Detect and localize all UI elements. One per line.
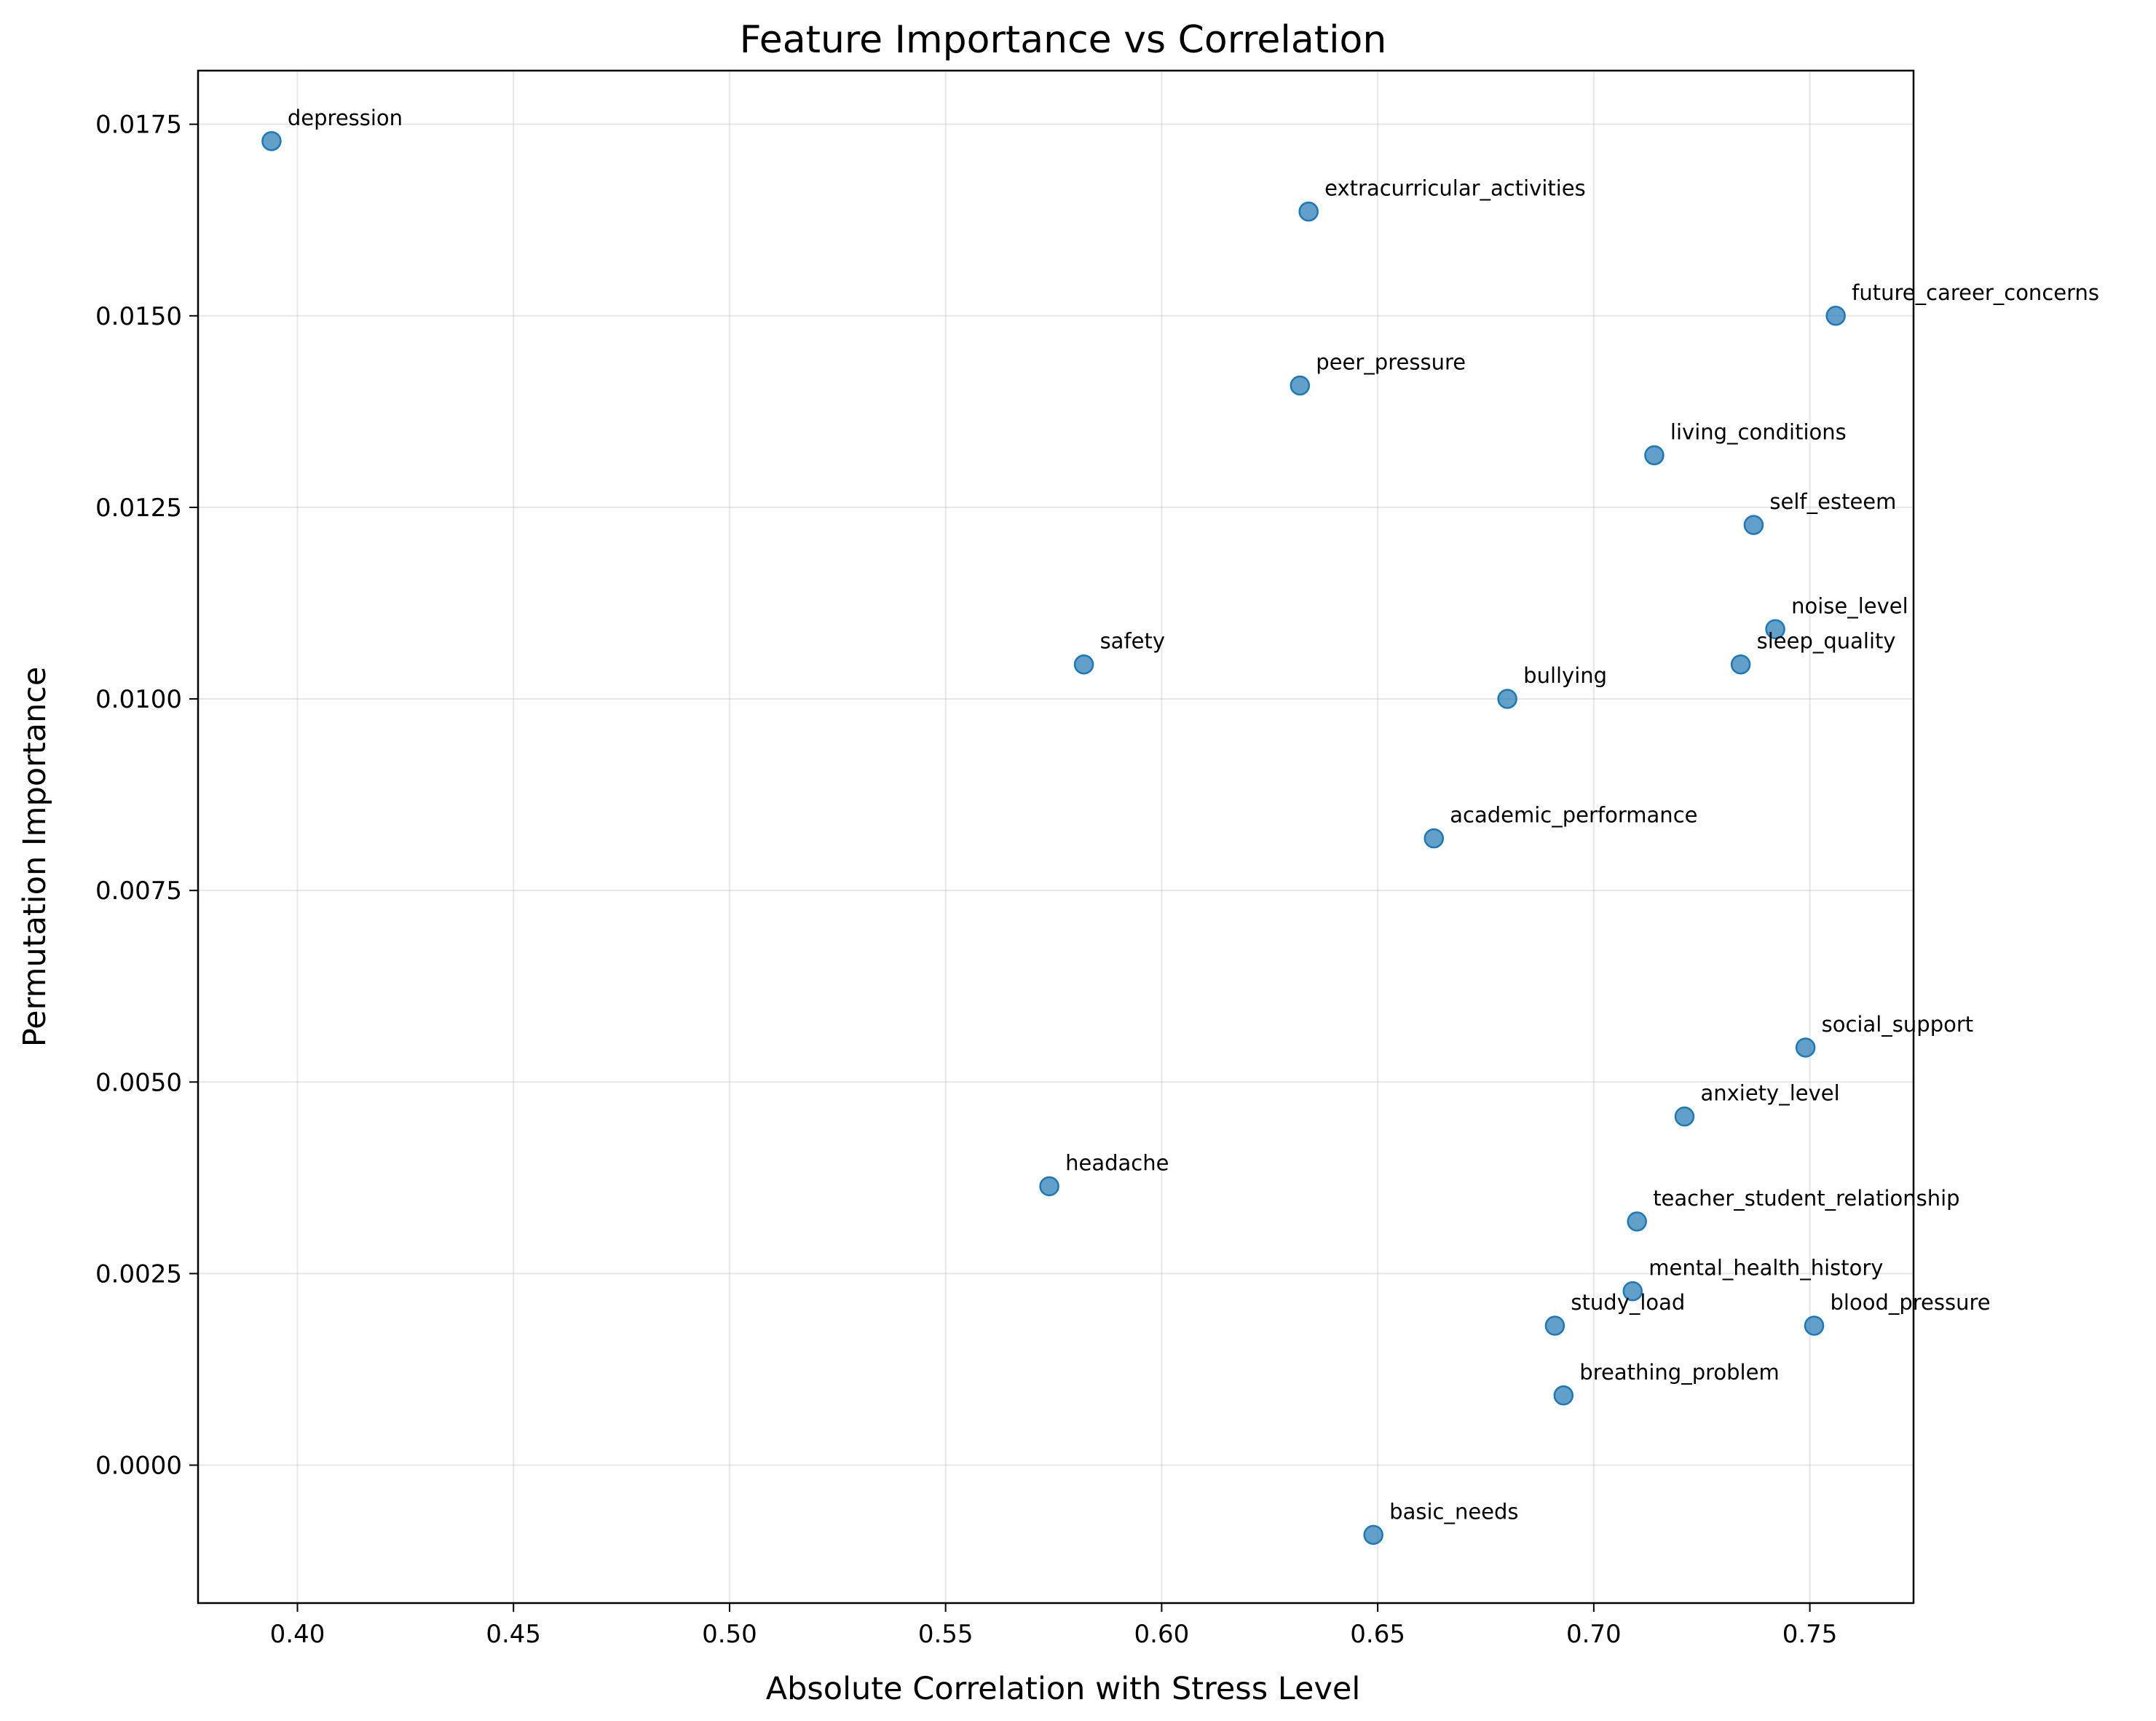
data-point (1423, 828, 1445, 849)
x-axis-label: Absolute Correlation with Stress Level (766, 1671, 1361, 1707)
data-point (1674, 1106, 1695, 1127)
data-point (1553, 1385, 1574, 1406)
point-label: social_support (1822, 1012, 1974, 1037)
data-point (1298, 201, 1319, 222)
data-point (1039, 1176, 1059, 1197)
x-tick-label: 0.50 (702, 1620, 757, 1649)
x-tick-label: 0.75 (1782, 1620, 1838, 1649)
point-label: future_career_concerns (1852, 280, 2099, 305)
point-label: academic_performance (1450, 803, 1697, 828)
point-label: bullying (1523, 663, 1607, 688)
plot-frame (197, 69, 1915, 1605)
data-point (1765, 619, 1785, 640)
point-label: headache (1065, 1150, 1169, 1175)
data-point (261, 131, 282, 151)
y-tick-label: 0.0125 (95, 494, 182, 523)
point-labels: depression extracurricular_activitiesfutu… (288, 106, 2099, 1524)
x-tick-label: 0.65 (1350, 1620, 1405, 1649)
y-tick-label: 0.0075 (95, 877, 182, 906)
data-points (261, 131, 1846, 1546)
point-label: sleep_quality (1757, 629, 1896, 654)
data-point (1497, 689, 1517, 709)
data-point (1544, 1316, 1565, 1336)
point-label: noise_level (1791, 593, 1908, 618)
point-label: anxiety_level (1700, 1081, 1839, 1106)
point-label: depression (288, 106, 403, 130)
point-label: blood_pressure (1831, 1290, 1991, 1315)
data-point (1644, 445, 1665, 466)
data-point (1627, 1211, 1647, 1232)
y-tick-label: 0.0100 (95, 685, 182, 714)
point-label: self_esteem (1769, 489, 1896, 514)
grid (198, 71, 1914, 1603)
y-tick-label: 0.0175 (95, 111, 182, 140)
y-tick-label: 0.0025 (95, 1259, 182, 1289)
data-point (1795, 1037, 1816, 1058)
point-label: peer_pressure (1316, 350, 1466, 375)
y-axis-label: Permutation Importance (17, 667, 53, 1048)
data-point (1730, 654, 1751, 675)
point-label: breathing_problem (1579, 1360, 1779, 1385)
point-label: safety (1100, 629, 1165, 654)
x-tick-label: 0.40 (270, 1620, 325, 1649)
x-tick-label: 0.55 (918, 1620, 974, 1649)
data-point (1073, 654, 1094, 675)
data-point (1825, 306, 1846, 326)
x-tick-label: 0.60 (1134, 1620, 1190, 1649)
point-label: extracurricular_activities (1324, 176, 1586, 201)
chart-title: Feature Importance vs Correlation (740, 18, 1387, 62)
y-tick-label: 0.0000 (95, 1452, 182, 1481)
point-label: living_conditions (1670, 419, 1847, 444)
point-label: study_load (1571, 1290, 1685, 1315)
point-label: basic_needs (1389, 1499, 1518, 1524)
data-point (1363, 1524, 1383, 1546)
data-point (1622, 1281, 1643, 1302)
x-tick-label: 0.45 (486, 1620, 541, 1649)
axis-ticks: 0.40 0.45 0.50 0.55 0.60 0.65 0.70 0.75 0.0000 0.… (95, 111, 1837, 1649)
y-tick-label: 0.0150 (95, 302, 182, 331)
data-point (1290, 375, 1311, 396)
data-point (1743, 515, 1764, 535)
data-point (1804, 1316, 1825, 1336)
point-label: teacher_student_relationship (1653, 1186, 1959, 1211)
point-label: mental_health_history (1648, 1256, 1883, 1281)
x-tick-label: 0.70 (1566, 1620, 1622, 1649)
y-tick-label: 0.0050 (95, 1068, 182, 1097)
